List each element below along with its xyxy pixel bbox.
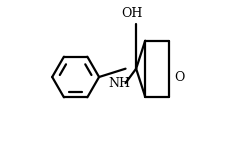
Text: OH: OH xyxy=(121,6,142,20)
Text: NH: NH xyxy=(108,77,130,89)
Text: O: O xyxy=(174,71,184,83)
